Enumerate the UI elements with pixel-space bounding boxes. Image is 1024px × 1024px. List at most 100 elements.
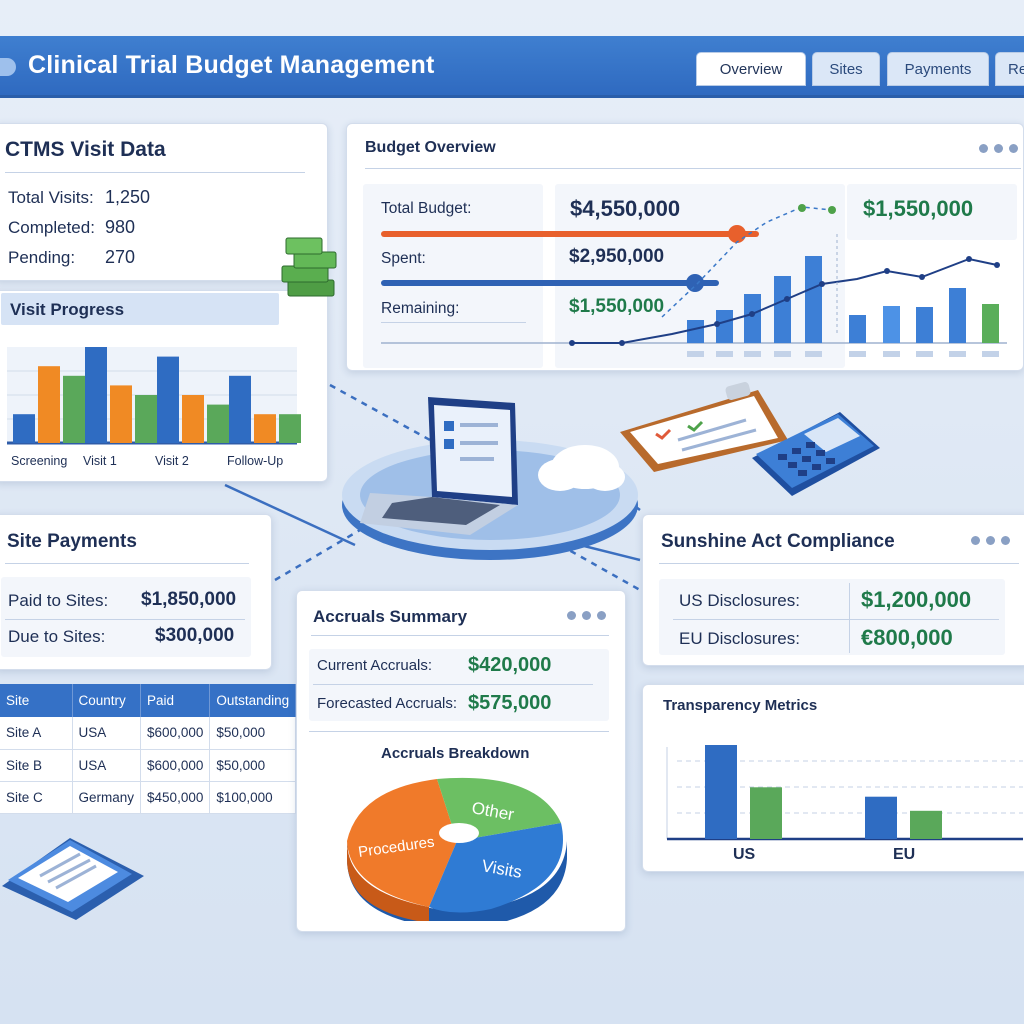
due-to-sites-value: $300,000 <box>155 625 235 646</box>
spent-label: Spent: <box>381 250 426 267</box>
budget-trend-chart <box>381 204 1007 357</box>
tab-overview[interactable]: Overview <box>696 52 806 86</box>
visit-progress-card: Visit Progress Screening Visit 1 Visit 2 Fo… <box>0 290 328 482</box>
chart-bar-visit-2 <box>157 356 179 443</box>
sunshine-title: Sunshine Act Compliance <box>661 531 895 552</box>
transparency-chart: US EU <box>666 745 1023 863</box>
chart-bar-eu <box>865 796 897 839</box>
visit-progress-chart: Screening Visit 1 Visit 2 Follow-Up <box>7 347 301 468</box>
us-disclosures-label: US Disclosures: <box>679 591 800 610</box>
ctms-card: CTMS Visit Data Total Visits: 1,250 Comp… <box>0 123 328 281</box>
col-country[interactable]: Country <box>72 684 142 717</box>
table-row[interactable]: Site C Germany $450,000 $100,000 <box>0 781 297 814</box>
budget-overview-card: Budget Overview Total Budget: $4,550,000… <box>346 123 1024 371</box>
chart-bar-visit-2 <box>182 395 204 443</box>
chart-bar-visit-1 <box>85 347 107 443</box>
cell-paid: $600,000 <box>140 749 211 782</box>
site-payments-table: Site Country Paid Outstanding Site A USA… <box>0 684 297 814</box>
chart-tick-label: Follow-Up <box>227 454 283 468</box>
cell-country: USA <box>72 717 142 750</box>
chart-tick-label: Screening <box>11 454 67 468</box>
table-row[interactable]: Site B USA $600,000 $50,000 <box>0 749 297 782</box>
document-tray-icon <box>2 838 144 920</box>
accruals-card: Accruals Summary Current Accruals: $420,… <box>296 590 626 932</box>
chart-bar-eu <box>910 810 942 839</box>
more-options-icon[interactable] <box>971 536 1010 545</box>
completed-value: 980 <box>105 217 136 237</box>
chart-bar-us <box>750 787 782 839</box>
more-options-icon[interactable] <box>979 144 1018 153</box>
due-to-sites-label: Due to Sites: <box>8 627 106 646</box>
pie-slice-procedures <box>347 779 457 907</box>
chart-bar-us <box>705 745 737 839</box>
col-site[interactable]: Site <box>0 684 73 717</box>
accruals-title: Accruals Summary <box>313 607 468 626</box>
chart-bar-visit-1 <box>135 395 157 443</box>
total-visits-label: Total Visits: <box>8 188 94 207</box>
laptop-cloud-illustration <box>342 397 638 560</box>
visit-progress-title: Visit Progress <box>10 300 125 319</box>
more-options-icon[interactable] <box>567 611 606 620</box>
transparency-card: Transparency Metrics US EU <box>642 684 1024 872</box>
remaining-highlight-value: $1,550,000 <box>863 196 974 221</box>
accruals-pie-chart: Procedures Other Visits <box>347 777 567 921</box>
ctms-title: CTMS Visit Data <box>5 138 166 161</box>
cell-outstanding: $100,000 <box>209 781 297 814</box>
sunshine-card: Sunshine Act Compliance US Disclosures: … <box>642 514 1024 666</box>
pie-slice-visits <box>429 823 563 913</box>
col-paid[interactable]: Paid <box>140 684 211 717</box>
chart-bar-follow-up <box>229 375 251 443</box>
app-logo-icon <box>0 58 16 76</box>
cell-outstanding: $50,000 <box>209 749 297 782</box>
cell-outstanding: $50,000 <box>209 717 297 750</box>
spent-bar <box>381 280 719 286</box>
cloud-icon <box>538 445 625 491</box>
current-accruals-value: $420,000 <box>468 654 552 676</box>
chart-tick-label: Visit 1 <box>83 454 117 468</box>
current-accruals-label: Current Accruals: <box>317 657 433 674</box>
chart-bar-follow-up <box>279 414 301 443</box>
total-budget-label: Total Budget: <box>381 200 472 217</box>
budget-overview-title: Budget Overview <box>365 139 496 156</box>
paid-to-sites-label: Paid to Sites: <box>8 591 109 610</box>
remaining-label: Remaining: <box>381 300 460 317</box>
eu-disclosures-label: EU Disclosures: <box>679 629 800 648</box>
completed-label: Completed: <box>8 218 95 237</box>
remaining-value: $1,550,000 <box>569 296 665 317</box>
forecasted-accruals-value: $575,000 <box>468 692 552 714</box>
eu-disclosures-value: €800,000 <box>861 625 953 650</box>
spent-handle <box>686 274 704 292</box>
app-title: Clinical Trial Budget Management <box>28 51 435 79</box>
calculator-icon <box>752 412 880 496</box>
cell-paid: $450,000 <box>140 781 211 814</box>
table-row[interactable]: Site A USA $600,000 $50,000 <box>0 717 297 750</box>
site-payments-card: Site Payments Paid to Sites: $1,850,000 … <box>0 514 272 670</box>
chart-tick-label: EU <box>893 846 915 863</box>
chart-bar-screening <box>63 375 85 443</box>
pending-value: 270 <box>105 247 136 267</box>
chart-bar-visit-1 <box>110 385 132 443</box>
col-outstanding[interactable]: Outstanding <box>209 684 297 717</box>
tab-sites[interactable]: Sites <box>812 52 880 86</box>
accruals-breakdown-title: Accruals Breakdown <box>381 745 530 762</box>
cell-site: Site B <box>0 749 73 782</box>
spent-value: $2,950,000 <box>569 246 665 267</box>
cash-stack-icon <box>281 237 337 297</box>
chart-bar-screening <box>38 366 60 443</box>
total-budget-bar <box>381 231 759 237</box>
tab-payments[interactable]: Payments <box>887 52 989 86</box>
chart-bar-visit-2 <box>207 404 229 443</box>
clipboard-icon <box>620 382 788 472</box>
total-budget-value: $4,550,000 <box>570 196 681 221</box>
tab-reports[interactable]: Re <box>995 52 1024 86</box>
cell-country: USA <box>72 749 142 782</box>
cell-country: Germany <box>72 781 142 814</box>
total-budget-handle <box>728 225 746 243</box>
chart-bar-screening <box>13 414 35 443</box>
forecasted-accruals-label: Forecasted Accruals: <box>317 695 458 712</box>
transparency-title: Transparency Metrics <box>663 697 818 714</box>
pending-label: Pending: <box>8 248 76 267</box>
cell-site: Site C <box>0 781 73 814</box>
chart-tick-label: Visit 2 <box>155 454 189 468</box>
chart-bar-follow-up <box>254 414 276 443</box>
